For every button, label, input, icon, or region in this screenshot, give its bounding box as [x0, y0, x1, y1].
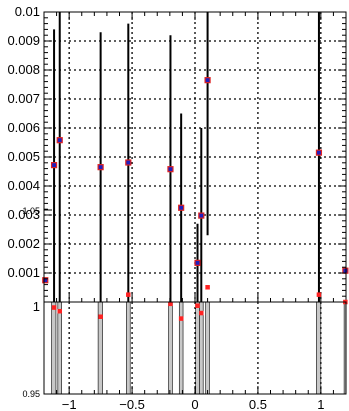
- ratio-error-band: [205, 301, 210, 395]
- ratio-error-band: [178, 301, 184, 395]
- ratio-point: [57, 308, 62, 314]
- data-point: [178, 204, 185, 211]
- ratio-error-band: [316, 301, 322, 395]
- x-tick-label: −1: [62, 397, 77, 411]
- y-tick-label: 0.007: [7, 91, 40, 106]
- data-point: [342, 267, 349, 274]
- ratio-error-band: [126, 301, 131, 395]
- ratio-point: [205, 285, 210, 290]
- ratio-point: [195, 303, 200, 308]
- ratio-error-band: [195, 301, 200, 395]
- ratio-point: [316, 292, 322, 297]
- ratio-error-band: [57, 301, 62, 395]
- data-point: [56, 137, 63, 144]
- data-point: [194, 259, 201, 266]
- y-tick-label: 0.002: [7, 236, 40, 251]
- y-tick-label: 0.01: [15, 4, 40, 19]
- top-panel: 0.001 0.002 0.003 0.004 0.005 0.006 0.007 0.008…: [7, 4, 349, 303]
- ratio-point: [98, 314, 103, 319]
- ratio-error-band: [199, 301, 204, 395]
- ratio-point: [199, 310, 204, 316]
- x-tick-label: 1: [317, 397, 324, 411]
- data-point: [97, 164, 104, 171]
- ratio-y-tick-label: 1.05: [22, 206, 40, 216]
- ratio-y-tick-label: 1: [33, 299, 40, 314]
- data-point: [42, 277, 49, 284]
- ratio-y-tick-label: 0.95: [22, 389, 40, 399]
- y-tick-label: 0.009: [7, 33, 40, 48]
- y-tick-label: 0.008: [7, 62, 40, 77]
- y-tick-label: 0.001: [7, 265, 40, 280]
- ratio-point: [178, 316, 184, 321]
- data-point: [125, 159, 132, 166]
- ratio-error-band: [168, 301, 173, 395]
- x-tick-label: −0.5: [119, 397, 145, 411]
- data-point: [50, 162, 58, 169]
- x-tick-label: 0.5: [249, 397, 267, 411]
- ratio-error-band: [51, 301, 57, 395]
- data-point: [167, 166, 174, 173]
- ratio-panel: 0.95 1 1.05 −1 −0.5 0 0.5 1: [22, 206, 348, 411]
- data-point: [204, 77, 211, 84]
- ratio-point: [126, 292, 131, 297]
- y-tick-label: 0.004: [7, 178, 40, 193]
- y-tick-label: 0.006: [7, 120, 40, 135]
- data-point: [198, 212, 205, 219]
- x-tick-label: 0: [191, 397, 198, 411]
- data-point: [315, 149, 323, 156]
- y-tick-label: 0.003: [7, 207, 40, 222]
- ratio-point: [51, 305, 57, 310]
- y-tick-label: 0.005: [7, 149, 40, 164]
